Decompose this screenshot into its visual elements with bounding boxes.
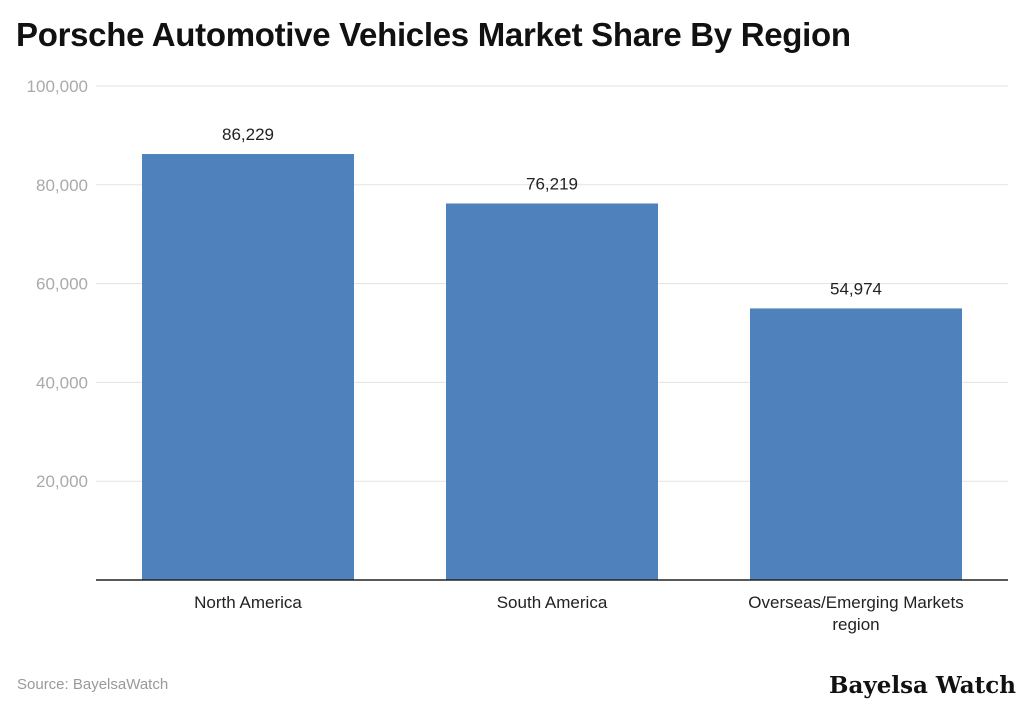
brand-logo: Bayelsa Watch <box>829 672 1017 699</box>
x-tick-label: Overseas/Emerging Markets region <box>748 593 963 634</box>
bar <box>446 203 658 580</box>
y-tick-label: 100,000 <box>27 77 88 96</box>
x-tick-label: South America <box>497 593 608 612</box>
x-tick-label: North America <box>194 593 302 612</box>
source-note: Source: BayelsaWatch <box>17 676 169 693</box>
bar <box>142 154 354 580</box>
y-tick-label: 60,000 <box>36 275 88 294</box>
chart-title: Porsche Automotive Vehicles Market Share… <box>16 16 851 53</box>
y-tick-label: 40,000 <box>36 373 88 392</box>
data-label: 54,974 <box>830 279 882 298</box>
data-label: 76,219 <box>526 174 578 193</box>
data-label: 86,229 <box>222 125 274 144</box>
y-tick-label: 80,000 <box>36 176 88 195</box>
y-tick-label: 20,000 <box>36 472 88 491</box>
bar <box>750 308 962 580</box>
